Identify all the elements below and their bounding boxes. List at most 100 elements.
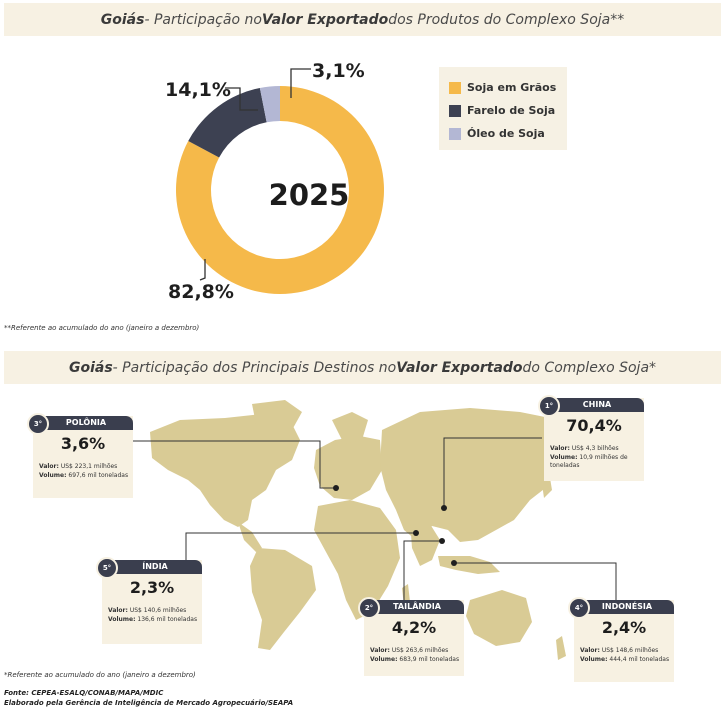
- card-polonia-info: Valor: US$ 223,1 milhões Volume: 697,6 m…: [39, 463, 131, 480]
- card-indonesia-volume: 444,4 mil toneladas: [609, 655, 670, 663]
- legend-swatch-oleo: [449, 127, 461, 140]
- source-line-1: Fonte: CEPEA-ESALQ/CONAB/MAPA/MDIC: [4, 689, 164, 697]
- map-new-zealand: [556, 636, 566, 660]
- card-tailandia-value: US$ 263,6 milhões: [391, 647, 449, 654]
- map-title-region: Goiás: [68, 359, 113, 376]
- legend-label-farelo: Farelo de Soja: [467, 104, 556, 117]
- chart-title-banner: Goiás - Participação no Valor Exportado …: [4, 3, 721, 36]
- card-tailandia-info: Valor: US$ 263,6 milhões Volume: 683,9 m…: [370, 647, 462, 664]
- card-india-share: 2,3%: [129, 578, 175, 597]
- legend-label-soja: Soja em Grãos: [467, 81, 557, 94]
- label-soja-pct: 82,8%: [168, 281, 234, 303]
- map-asia: [380, 408, 585, 542]
- card-indonesia-country: INDONÉSIA: [580, 600, 674, 614]
- title-region: Goiás: [100, 11, 145, 28]
- map-point-indonesia: [451, 560, 457, 566]
- footnote-top: **Referente ao acumulado do ano (janeiro…: [4, 324, 200, 332]
- connector-polonia: [115, 440, 336, 489]
- map-india: [410, 520, 440, 566]
- donut-slice-soja: [176, 86, 384, 294]
- card-tailandia-country: TAILÂNDIA: [370, 600, 464, 614]
- leader-line-oleo: [290, 68, 311, 98]
- card-indonesia-share: 2,4%: [601, 618, 647, 637]
- legend-item-farelo: Farelo de Soja: [449, 104, 555, 117]
- map-north-america: [150, 414, 300, 527]
- map-point-polonia: [333, 485, 339, 491]
- map-title-text-2: do Complexo Soja*: [522, 359, 657, 376]
- map-greenland: [252, 400, 302, 436]
- card-polonia-value: US$ 223,1 milhões: [60, 463, 118, 470]
- map-point-india: [413, 530, 419, 536]
- map-australia: [466, 590, 532, 646]
- source-line-2: Elaborado pela Gerência de Inteligência …: [4, 699, 294, 707]
- donut-slice-farelo: [188, 87, 267, 158]
- label-farelo-pct: 14,1%: [165, 79, 231, 101]
- card-india: ÍNDIA 5° 2,3% Valor: US$ 140,6 milhões V…: [96, 557, 202, 644]
- card-polonia: POLÔNIA 3° 3,6% Valor: US$ 223,1 milhões…: [27, 413, 133, 498]
- card-polonia-value-label: Valor:: [39, 463, 59, 470]
- donut-center-label: 2025: [268, 178, 350, 212]
- card-polonia-rank: 3°: [27, 413, 49, 435]
- card-polonia-share: 3,6%: [60, 434, 106, 453]
- card-india-value: US$ 140,6 milhões: [129, 607, 187, 614]
- map-point-china: [441, 505, 447, 511]
- title-text-2: dos Produtos do Complexo Soja**: [388, 11, 625, 28]
- map-title-banner: Goiás - Participação dos Principais Dest…: [4, 351, 721, 384]
- card-indonesia-volume-label: Volume:: [580, 655, 608, 663]
- card-india-rank: 5°: [96, 557, 118, 579]
- card-china-value: US$ 4,3 bilhões: [571, 445, 619, 452]
- card-china-volume: 10,9 milhões de toneladas: [550, 453, 628, 470]
- card-indonesia-info: Valor: US$ 148,6 milhões Volume: 444,4 m…: [580, 647, 672, 664]
- map-europe: [314, 436, 382, 500]
- card-china-value-label: Valor:: [550, 445, 570, 452]
- map-africa: [314, 500, 400, 620]
- card-china-rank: 1°: [538, 395, 560, 417]
- legend-swatch-soja: [449, 81, 461, 94]
- map-south-america: [250, 548, 316, 650]
- card-tailandia-value-label: Valor:: [370, 647, 390, 654]
- card-china-share: 70,4%: [566, 416, 622, 435]
- card-indonesia-rank: 4°: [568, 597, 590, 619]
- map-central-america: [238, 522, 262, 552]
- card-china-volume-label: Volume:: [550, 453, 578, 461]
- map-indonesia: [438, 556, 500, 574]
- connector-china: [443, 437, 542, 508]
- card-polonia-country: POLÔNIA: [39, 416, 133, 430]
- card-china-country: CHINA: [550, 398, 644, 412]
- leader-line-farelo: [225, 87, 258, 111]
- connector-tailandia: [403, 540, 442, 600]
- title-text-1: - Participação no: [144, 11, 262, 28]
- card-india-value-label: Valor:: [108, 607, 128, 614]
- connector-india: [185, 532, 416, 560]
- footnote-bottom: *Referente ao acumulado do ano (janeiro …: [4, 671, 196, 679]
- chart-legend: Soja em Grãos Farelo de Soja Óleo de Soj…: [439, 67, 567, 150]
- card-indonesia-value: US$ 148,6 milhões: [601, 647, 659, 654]
- legend-label-oleo: Óleo de Soja: [467, 127, 545, 140]
- card-polonia-volume-label: Volume:: [39, 471, 67, 479]
- legend-swatch-farelo: [449, 104, 461, 117]
- card-tailandia-rank: 2°: [358, 597, 380, 619]
- card-china-info: Valor: US$ 4,3 bilhões Volume: 10,9 milh…: [550, 445, 642, 471]
- leader-line-soja: [199, 259, 206, 281]
- card-india-volume: 136,6 mil toneladas: [137, 615, 198, 623]
- card-tailandia-volume-label: Volume:: [370, 655, 398, 663]
- card-tailandia-volume: 683,9 mil toneladas: [399, 655, 460, 663]
- card-china: CHINA 1° 70,4% Valor: US$ 4,3 bilhões Vo…: [538, 395, 644, 481]
- card-polonia-volume: 697,6 mil toneladas: [68, 471, 129, 479]
- title-bold: Valor Exportado: [261, 11, 389, 28]
- map-point-tailandia: [439, 538, 445, 544]
- leader-lines: [199, 68, 311, 281]
- card-indonesia-value-label: Valor:: [580, 647, 600, 654]
- legend-item-soja: Soja em Grãos: [449, 81, 556, 94]
- map-title-text-1: - Participação dos Principais Destinos n…: [112, 359, 397, 376]
- donut-chart: [176, 86, 384, 294]
- map-title-bold: Valor Exportado: [396, 359, 523, 376]
- card-india-info: Valor: US$ 140,6 milhões Volume: 136,6 m…: [108, 607, 200, 624]
- connector-indonesia: [454, 562, 617, 600]
- label-oleo-pct: 3,1%: [312, 60, 365, 82]
- card-tailandia: TAILÂNDIA 2° 4,2% Valor: US$ 263,6 milhõ…: [358, 597, 464, 676]
- card-tailandia-share: 4,2%: [391, 618, 437, 637]
- card-indonesia: INDONÉSIA 4° 2,4% Valor: US$ 148,6 milhõ…: [568, 597, 674, 682]
- card-india-country: ÍNDIA: [108, 560, 202, 574]
